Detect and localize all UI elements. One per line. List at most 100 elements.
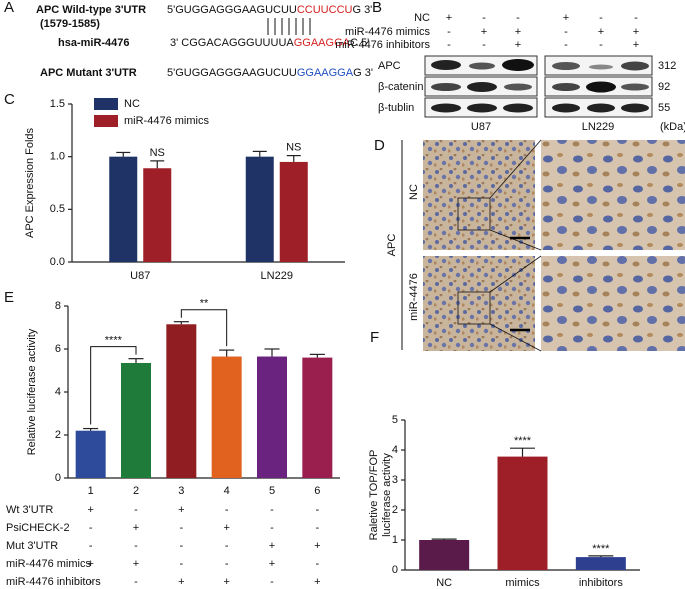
condition-sign: - (270, 522, 274, 534)
bar (166, 324, 197, 478)
condition-sign: - (482, 12, 486, 24)
bar (109, 156, 138, 262)
condition-sign: + (563, 12, 569, 24)
condition-sign: - (179, 540, 183, 552)
cell-line: LN229 (582, 121, 614, 133)
panel-label: E (4, 289, 14, 306)
condition-sign: - (564, 39, 568, 51)
seed: GGAAGGA (294, 37, 351, 49)
y-tick-label: 1.5 (50, 98, 65, 110)
annotation: **** (514, 435, 532, 447)
mutated-site: GGAAGGA (297, 67, 354, 79)
bar (75, 430, 106, 478)
y-axis-label: Raletive TOP/FOP (368, 450, 380, 541)
x-tick-label: 1 (88, 485, 94, 497)
condition-sign: + (515, 39, 521, 51)
condition-sign: - (599, 39, 603, 51)
condition-sign: - (599, 12, 603, 24)
condition-sign: - (270, 576, 274, 588)
bar (497, 456, 548, 570)
seed-site: CCUUCCU (297, 4, 353, 16)
condition-sign: + (87, 558, 93, 570)
bar (121, 362, 151, 478)
condition-sign: - (179, 522, 183, 534)
x-tick-label: mimics (505, 577, 540, 589)
condition-sign: - (516, 12, 520, 24)
bar (302, 357, 333, 478)
condition-sign: + (314, 540, 320, 552)
y-axis-label: APC Expression Folds (24, 127, 36, 238)
significance-bracket (180, 309, 228, 347)
condition-sign: + (223, 522, 229, 534)
condition-sign: - (564, 26, 568, 38)
protein-label: APC (378, 60, 401, 72)
y-tick-label: 2 (392, 504, 398, 516)
condition-sign: - (315, 504, 319, 516)
condition-sign: - (134, 504, 138, 516)
condition-sign: - (134, 576, 138, 588)
sequence-part: G 3' (352, 4, 372, 16)
wild-type-name: APC Wild-type 3'UTR (36, 4, 146, 16)
mutant-name: APC Mutant 3'UTR (40, 67, 137, 79)
condition-sign: - (447, 26, 451, 38)
condition-sign: + (598, 26, 604, 38)
legend-label: miR-4476 mimics (124, 115, 209, 127)
annotation: NS (150, 147, 165, 159)
x-tick-label: 5 (269, 485, 275, 497)
condition-sign: + (446, 12, 452, 24)
group-label: NC (408, 184, 420, 200)
y-tick-label: 5 (392, 414, 398, 426)
annotation: **** (592, 543, 610, 555)
panel-label: B (372, 0, 382, 16)
condition-sign: + (515, 26, 521, 38)
wild-type-position: (1579-1585) (40, 18, 100, 30)
condition-sign: - (134, 540, 138, 552)
protein-size: 92 (658, 81, 670, 93)
legend-label: NC (124, 98, 140, 110)
condition-sign: + (178, 576, 184, 588)
protein-size: 55 (658, 102, 670, 114)
x-tick-label: NC (436, 577, 452, 589)
sequence-part: C 5' (350, 37, 369, 49)
y-tick-label: 1 (392, 534, 398, 546)
y-tick-label: 4 (55, 386, 61, 398)
condition-sign: - (270, 504, 274, 516)
y-tick-label: 2 (55, 429, 61, 441)
significance-label: ** (200, 298, 209, 310)
condition-sign: + (269, 540, 275, 552)
x-tick-label: 6 (314, 485, 320, 497)
sequence-part: 5'GUGGAGGGAAGUCUU (167, 4, 297, 16)
condition-sign: + (223, 576, 229, 588)
condition-sign: - (634, 12, 638, 24)
x-tick-label: U87 (130, 270, 150, 282)
sequence-part: 3' CGGACAGGGUUUUA (170, 37, 294, 49)
y-tick-label: 3 (392, 474, 398, 486)
y-tick-label: 1.0 (50, 151, 65, 163)
bar (245, 156, 274, 262)
condition-label: NC (414, 12, 430, 24)
legend-swatch (94, 98, 118, 110)
cell-line: U87 (471, 121, 491, 133)
condition-sign: - (447, 39, 451, 51)
size-unit: (kDa) (660, 121, 685, 133)
condition-sign: + (133, 558, 139, 570)
condition-label: miR-4476 inhibitors (6, 576, 101, 588)
bar (419, 540, 470, 570)
bar (143, 168, 172, 262)
y-tick-label: 6 (55, 343, 61, 355)
stain-label: APC (386, 234, 398, 257)
condition-sign: + (178, 504, 184, 516)
protein-size: 312 (658, 60, 676, 72)
annotation: NS (286, 142, 301, 154)
significance-bracket (90, 346, 137, 425)
condition-sign: + (633, 39, 639, 51)
bar (257, 356, 287, 478)
condition-label: Mut 3'UTR (6, 540, 58, 552)
condition-sign: + (481, 26, 487, 38)
panel-label: D (374, 137, 385, 154)
condition-sign: - (179, 558, 183, 570)
condition-sign: - (225, 540, 229, 552)
condition-sign: - (315, 522, 319, 534)
y-tick-label: 0 (392, 564, 398, 576)
